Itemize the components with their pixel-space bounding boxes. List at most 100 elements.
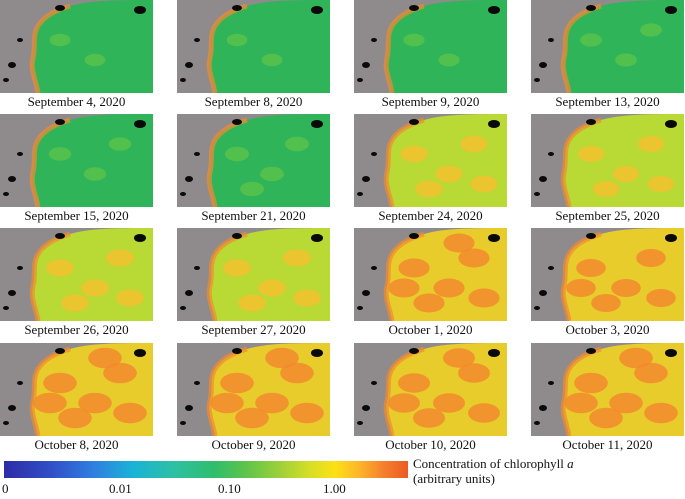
map-date-caption: October 3, 2020 — [565, 322, 650, 337]
chlorophyll-patch — [612, 166, 640, 182]
chlorophyll-patch — [106, 249, 134, 267]
chlorophyll-map — [354, 0, 507, 93]
colorbar-title: Concentration of chlorophyll a — [413, 456, 574, 471]
cloud-mask — [180, 78, 186, 82]
chlorophyll-patch — [564, 392, 598, 414]
chlorophyll-patch — [61, 294, 89, 312]
chlorophyll-patch — [415, 180, 443, 198]
chlorophyll-patch — [83, 167, 107, 181]
coastal-bloom — [383, 346, 425, 436]
chlorophyll-patch — [637, 136, 665, 152]
cloud-mask — [55, 348, 65, 354]
chlorophyll-patch — [285, 136, 309, 152]
chlorophyll-patch — [260, 166, 284, 182]
cloud-mask — [586, 233, 596, 239]
map-panel: October 11, 2020 — [531, 343, 684, 455]
cloud-mask — [232, 348, 242, 354]
chlorophyll-patch — [283, 249, 311, 267]
cloud-mask — [3, 421, 9, 425]
chlorophyll-patch — [592, 181, 620, 197]
cloud-mask — [539, 405, 547, 411]
map-panel: September 4, 2020 — [0, 0, 153, 112]
cloud-mask — [548, 38, 554, 42]
cloud-mask — [409, 5, 419, 11]
colorbar-tick-0: 0 — [2, 481, 9, 496]
map-date-caption: September 27, 2020 — [201, 322, 306, 337]
sea-surface-map — [180, 228, 330, 321]
map-date-caption: October 8, 2020 — [34, 437, 119, 452]
cloud-mask — [180, 192, 186, 196]
chlorophyll-patch — [258, 279, 286, 297]
chlorophyll-patch — [615, 53, 637, 67]
map-panel: September 9, 2020 — [354, 0, 507, 112]
cloud-mask — [232, 5, 242, 11]
chlorophyll-map — [0, 114, 153, 207]
sea-surface-map — [180, 0, 330, 93]
chlorophyll-patch — [400, 145, 428, 163]
cloud-mask — [17, 266, 23, 270]
cloud-mask — [362, 176, 370, 182]
colorbar-tick-0-01: 0.01 — [109, 481, 132, 496]
cloud-mask — [311, 234, 323, 242]
chlorophyll-patch — [646, 289, 676, 307]
cloud-mask — [409, 348, 419, 354]
chlorophyll-map — [531, 114, 684, 207]
coastal-bloom — [560, 346, 602, 436]
map-panel: September 25, 2020 — [531, 114, 684, 226]
chlorophyll-map — [177, 343, 330, 436]
sea-surface-map — [3, 228, 153, 321]
chlorophyll-patch — [225, 146, 249, 162]
chlorophyll-patch — [398, 258, 430, 278]
cloud-mask — [17, 381, 23, 385]
chlorophyll-patch — [468, 288, 500, 308]
chlorophyll-patch — [433, 393, 465, 413]
cloud-mask — [134, 234, 146, 242]
cloud-mask — [134, 6, 146, 14]
cloud-mask — [371, 152, 377, 156]
chlorophyll-patch — [576, 259, 606, 277]
colorbar-tick-0-10: 0.10 — [218, 481, 241, 496]
chlorophyll-patch — [33, 392, 67, 414]
chlorophyll-map — [177, 114, 330, 207]
chlorophyll-map — [0, 228, 153, 321]
chlorophyll-map — [354, 114, 507, 207]
cloud-mask — [409, 119, 419, 125]
cloud-mask — [8, 405, 16, 411]
map-panel: September 15, 2020 — [0, 114, 153, 226]
cloud-mask — [665, 6, 677, 14]
cloud-mask — [134, 120, 146, 128]
chlorophyll-patch — [388, 393, 420, 413]
chlorophyll-patch — [438, 53, 460, 67]
chlorophyll-patch — [103, 362, 137, 384]
chlorophyll-patch — [235, 407, 269, 429]
cloud-mask — [357, 306, 363, 310]
chlorophyll-patch — [636, 249, 666, 267]
chlorophyll-patch — [580, 33, 602, 47]
chlorophyll-patch — [43, 372, 77, 394]
cloud-mask — [180, 421, 186, 425]
coastal-bloom — [29, 117, 71, 207]
sea-surface-map — [534, 228, 684, 321]
chlorophyll-patch — [611, 279, 641, 297]
cloud-mask — [3, 192, 9, 196]
sea-surface-map — [180, 343, 330, 436]
cloud-mask — [539, 290, 547, 296]
chlorophyll-map — [177, 0, 330, 93]
sea-surface-map — [357, 228, 507, 321]
cloud-mask — [8, 290, 16, 296]
cloud-mask — [232, 119, 242, 125]
cloud-mask — [539, 176, 547, 182]
cloud-mask — [194, 381, 200, 385]
coastal-bloom — [383, 3, 425, 93]
cloud-mask — [488, 234, 500, 242]
coastal-bloom — [206, 346, 248, 436]
cloud-mask — [134, 349, 146, 357]
coastal-bloom — [383, 117, 425, 207]
sea-surface-map — [357, 114, 507, 207]
sea-area — [32, 114, 153, 207]
map-date-caption: September 15, 2020 — [24, 208, 129, 223]
chlorophyll-patch — [398, 373, 430, 393]
chlorophyll-map — [354, 343, 507, 436]
chlorophyll-patch — [619, 347, 653, 369]
chlorophyll-patch — [413, 408, 445, 428]
